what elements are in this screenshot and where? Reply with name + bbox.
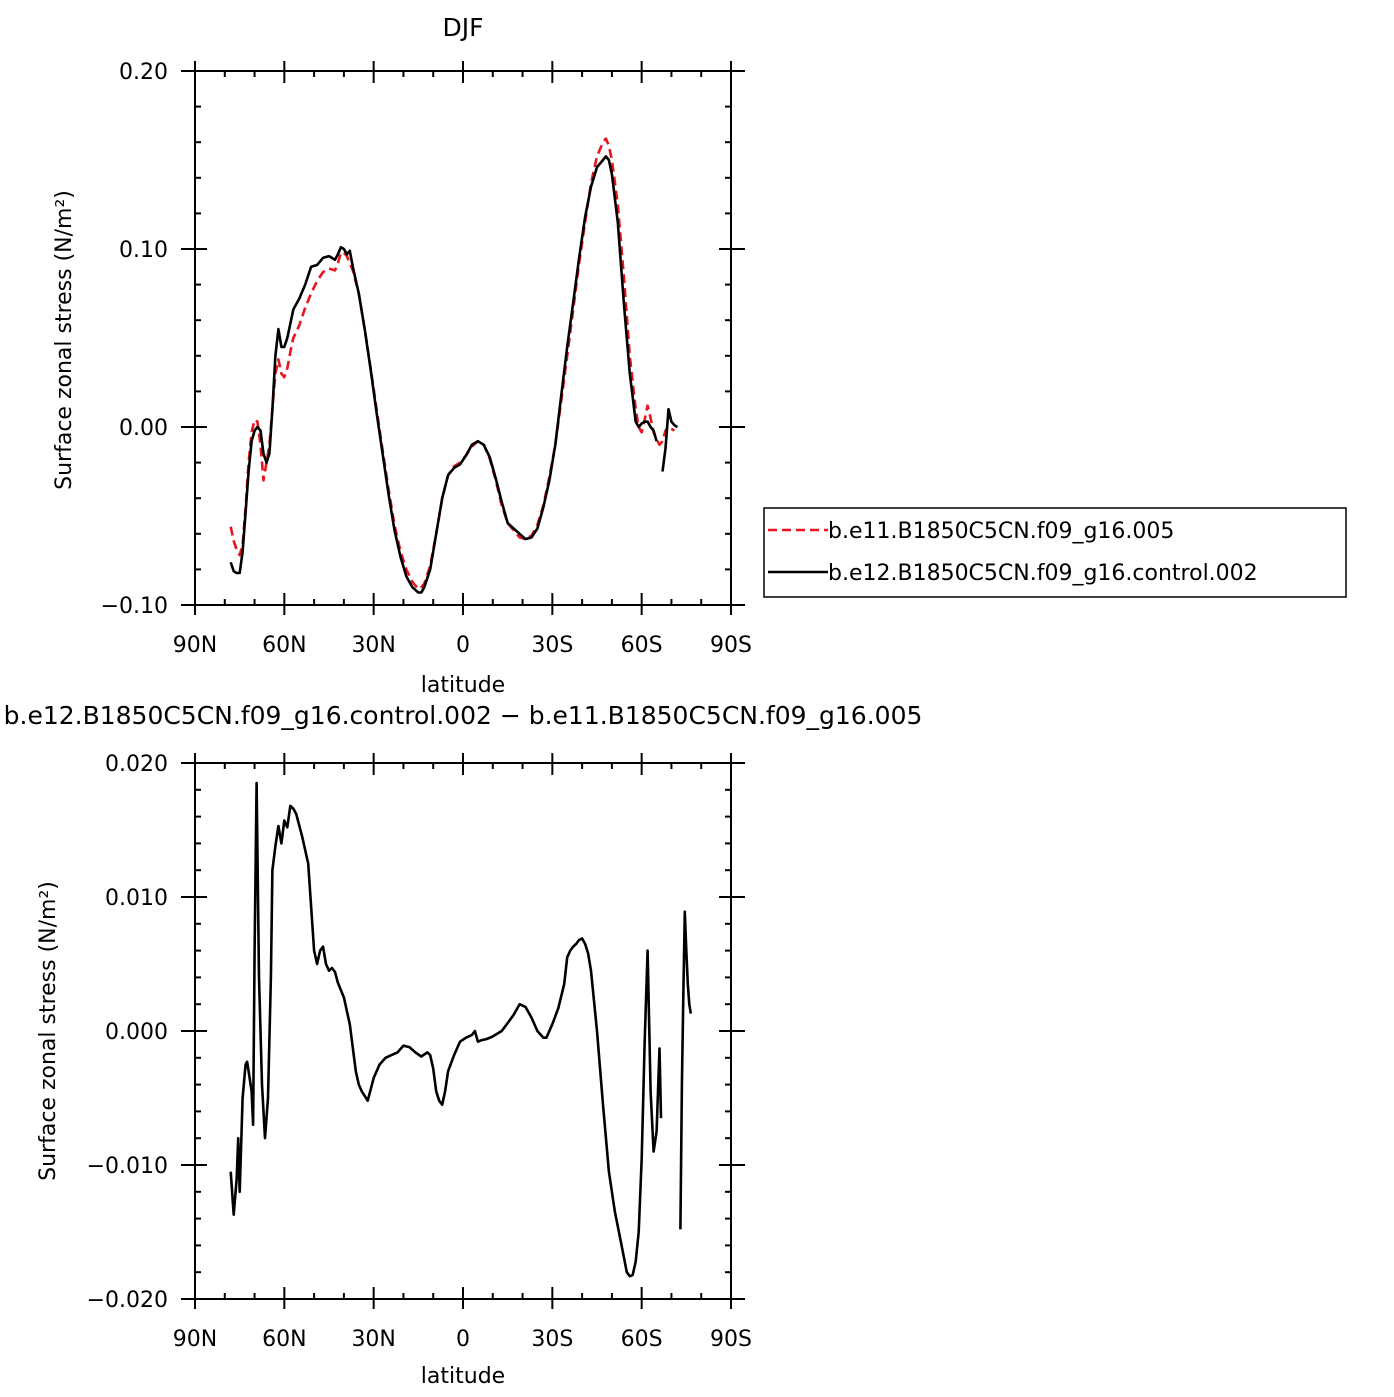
bottom-chart-title: b.e12.B1850C5CN.f09_g16.control.002 − b.…: [4, 701, 923, 730]
bottom-panel: b.e12.B1850C5CN.f09_g16.control.002 − b.…: [4, 701, 923, 1389]
bottom-chart-ylabel: Surface zonal stress (N/m²): [36, 881, 61, 1181]
bottom-x-tick-label: 60S: [621, 1327, 663, 1352]
bottom-chart-series: [229, 781, 693, 1278]
top-x-tick-label: 0: [456, 633, 470, 658]
legend-label-series-2: b.e12.B1850C5CN.f09_g16.control.002: [828, 561, 1258, 586]
bottom-series-1-line-segment-1: [229, 781, 663, 1278]
top-y-tick-label: −0.10: [101, 594, 168, 619]
bottom-x-tick-label: 90N: [173, 1327, 217, 1352]
bottom-y-tick-label: −0.020: [87, 1288, 168, 1313]
top-series-1-line-segment-1: [229, 137, 676, 591]
bottom-y-tick-label: −0.010: [87, 1154, 168, 1179]
top-chart-ylabel: Surface zonal stress (N/m²): [52, 190, 77, 490]
bottom-chart-xlabel: latitude: [421, 1364, 505, 1389]
top-chart-ticks: 90N 60N 30N 0 30S 60S 90S 0.20 0.10 0.00 −0.10: [101, 60, 752, 658]
bottom-chart-ticks: 90N 60N 30N 0 30S 60S 90S 0.020 0.010 0.000 −0.010…: [87, 752, 752, 1352]
top-series-2-line-segment-1: [229, 155, 658, 594]
top-x-tick-label: 30N: [351, 633, 395, 658]
top-x-tick-label: 60S: [621, 633, 663, 658]
top-x-tick-label: 60N: [262, 633, 306, 658]
bottom-x-tick-label: 90S: [710, 1327, 752, 1352]
top-x-tick-label: 90N: [173, 633, 217, 658]
top-chart-series: [229, 137, 679, 594]
bottom-y-tick-label: 0.020: [105, 752, 168, 777]
top-y-tick-label: 0.00: [119, 416, 168, 441]
legend: b.e11.B1850C5CN.f09_g16.005 b.e12.B1850C…: [763, 507, 1347, 598]
top-chart-title: DJF: [442, 13, 483, 42]
top-y-tick-label: 0.20: [119, 60, 168, 85]
bottom-y-tick-label: 0.000: [105, 1020, 168, 1045]
bottom-y-tick-label: 0.010: [105, 886, 168, 911]
bottom-x-tick-label: 0: [456, 1327, 470, 1352]
legend-label-series-1: b.e11.B1850C5CN.f09_g16.005: [828, 519, 1174, 544]
top-y-tick-label: 0.10: [119, 238, 168, 263]
top-chart-xlabel: latitude: [421, 673, 505, 698]
bottom-x-tick-label: 60N: [262, 1327, 306, 1352]
bottom-plot-frame: [194, 762, 732, 1300]
bottom-x-tick-label: 30S: [531, 1327, 573, 1352]
top-x-tick-label: 30S: [531, 633, 573, 658]
top-series-2-line-segment-2: [661, 407, 679, 472]
legend-box: [763, 507, 1347, 598]
bottom-x-tick-label: 30N: [351, 1327, 395, 1352]
top-panel: DJF Surface zonal stress (N/m²) latitude…: [52, 13, 752, 698]
top-plot-frame: [194, 70, 732, 606]
top-x-tick-label: 90S: [710, 633, 752, 658]
bottom-series-1-line-segment-2: [679, 910, 693, 1230]
